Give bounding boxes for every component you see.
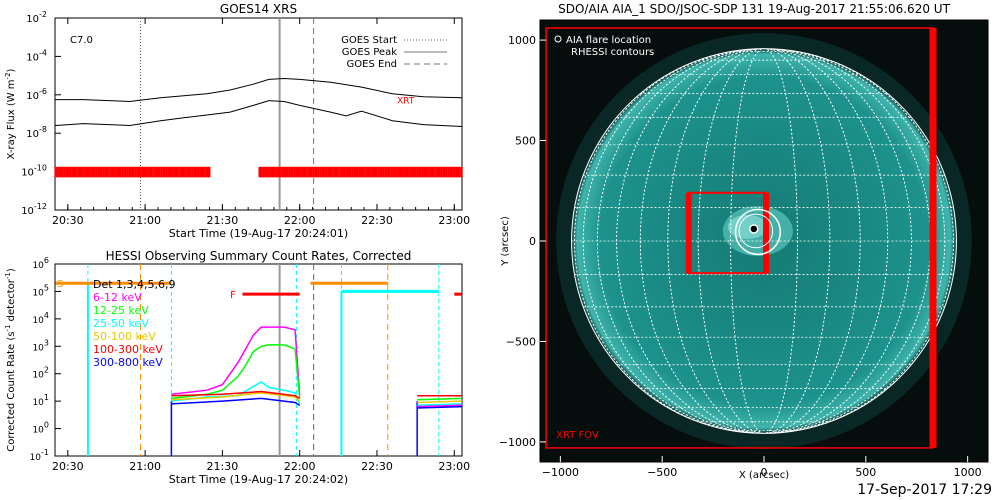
goes-xlabel: Start Time (19-Aug-17 20:24:01) (169, 227, 348, 240)
hessi-legend-label: 6-12 keV (93, 291, 142, 304)
goes-ytick-label: 10-8 (26, 125, 47, 140)
hessi-title: HESSI Observing Summary Count Rates, Cor… (106, 250, 412, 263)
aia-xtick-label: −1000 (542, 466, 579, 479)
goes-xtick-label: 22:30 (361, 214, 393, 227)
hessi-series-1 (171, 344, 301, 400)
hessi-count-rate-plot: HESSI Observing Summary Count Rates, Cor… (4, 250, 470, 486)
hessi-xlabel: Start Time (19-Aug-17 20:24:02) (169, 473, 348, 486)
hessi-ytick-label: 101 (32, 393, 49, 408)
hessi-xtick-label: 21:30 (207, 460, 239, 473)
timestamp: 17-Sep-2017 17:29 (857, 482, 992, 498)
hessi-legend-label: 25-50 keV (93, 317, 149, 330)
aia-sun-image-plot: SDO/AIA AIA_1 SDO/JSOC-SDP 131 19-Aug-20… (500, 2, 989, 480)
hessi-xtick-label: 22:30 (361, 460, 393, 473)
aia-ytick-label: 1000 (508, 34, 536, 47)
aia-flare-legend: AIA flare location (566, 35, 651, 46)
aia-active-region (727, 214, 768, 239)
aia-longitude-line (730, 48, 798, 434)
aia-ytick-label: 500 (515, 135, 536, 148)
hessi-axes-frame (54, 263, 463, 457)
goes-ytick-label: 10-2 (26, 10, 47, 25)
hessi-legend-label: Det 1,3,4,5,6,9 (93, 278, 176, 291)
aia-xlabel: X (arcsec) (739, 470, 789, 480)
hessi-series-4 (171, 390, 301, 400)
goes-ytick-label: 10-12 (21, 202, 47, 217)
hessi-xtick-label: 20:30 (52, 460, 84, 473)
aia-ytick-label: −1000 (500, 436, 536, 449)
goes-ytick-label: 10-10 (21, 164, 47, 179)
goes-class-label: C7.0 (70, 35, 93, 46)
hessi-late-series-1 (417, 397, 463, 401)
hessi-late-series-4 (417, 404, 463, 408)
hessi-ytick-label: 104 (32, 311, 49, 326)
aia-xtick-label: −500 (647, 466, 677, 479)
aia-longitude-line (582, 48, 946, 434)
hessi-xtick-label: 21:00 (129, 460, 161, 473)
hessi-legend-label: 300-800 keV (93, 356, 163, 369)
goes-ylabel: X-ray Flux (W m-2) (4, 68, 17, 159)
goes-legend-label: GOES Peak (342, 47, 397, 58)
hessi-ytick-label: 100 (32, 421, 49, 436)
aia-flare-marker (749, 224, 759, 234)
aia-ytick-label: 0 (529, 235, 536, 248)
hessi-ylabel: Corrected Count Rate (s-1 detector-1) (4, 268, 17, 452)
goes-axes-frame (54, 17, 463, 211)
hessi-late-series-5 (417, 405, 463, 409)
hessi-ytick-label: 102 (32, 366, 49, 381)
hessi-xtick-label: 23:00 (438, 460, 470, 473)
hessi-legend-label: 50-100 keV (93, 330, 156, 343)
goes-xtick-label: 22:00 (284, 214, 316, 227)
hessi-ytick-label: 106 (32, 256, 49, 271)
aia-xtick-label: 0 (761, 466, 768, 479)
goes-xtick-label: 20:30 (52, 214, 84, 227)
hessi-ytick-label: 105 (32, 283, 49, 298)
aia-flare-circle (734, 208, 782, 256)
aia-xtick-label: 1000 (954, 466, 982, 479)
goes-xrt-interval-0 (54, 166, 211, 178)
aia-ylabel: Y (arcsec) (500, 216, 511, 267)
aia-longitude-line (697, 48, 831, 434)
aia-longitude-line (667, 48, 861, 434)
goes-ytick-label: 10-4 (26, 48, 47, 63)
hessi-late-series-2 (417, 400, 463, 404)
hessi-series-3 (171, 392, 301, 402)
goes-xrs-plot: GOES14 XRS 20:30 21:00 21:30 22:00 22:30 23:00… (4, 2, 470, 240)
aia-ytick-label: −500 (506, 335, 536, 348)
hessi-legend-label: 100-300 keV (93, 343, 163, 356)
hessi-xtick-label: 22:00 (284, 460, 316, 473)
goes-xtick-label: 23:00 (438, 214, 470, 227)
aia-xtick-label: 500 (855, 466, 876, 479)
aia-longitude-line (616, 48, 912, 434)
hessi-flag-f: F (230, 290, 236, 301)
aia-flare-circle-inner (738, 213, 774, 249)
goes-legend-label: GOES Start (341, 35, 397, 46)
hessi-series-5 (171, 397, 301, 406)
goes-legend-label: GOES End (347, 59, 397, 70)
hessi-legend-label: 12-25 keV (93, 304, 149, 317)
aia-legend-circle (554, 35, 562, 43)
goes-ytick-label: 10-6 (26, 87, 47, 102)
hessi-ytick-label: 10-1 (30, 448, 49, 463)
hessi-series-2 (171, 381, 301, 405)
goes-title: GOES14 XRS (220, 2, 297, 16)
aia-xrt-fov-label: XRT FOV (556, 430, 599, 441)
hessi-flag-s: S (57, 279, 63, 290)
hessi-late-series-3 (417, 403, 463, 407)
aia-title: SDO/AIA AIA_1 SDO/JSOC-SDP 131 19-Aug-20… (558, 2, 950, 16)
goes-xtick-label: 21:30 (207, 214, 239, 227)
aia-limb (571, 48, 957, 434)
goes-xrt-label: XRT (397, 97, 415, 107)
hessi-series-0 (171, 326, 301, 396)
goes-xrt-interval-1 (258, 166, 463, 178)
aia-longitude-line (574, 48, 954, 434)
aia-rhessi-legend: RHESSI contours (571, 47, 654, 58)
goes-series-0 (55, 77, 463, 103)
aia-longitude-line (639, 48, 889, 434)
goes-xtick-label: 21:00 (129, 214, 161, 227)
goes-series-1 (55, 100, 463, 127)
hessi-ytick-label: 103 (32, 338, 49, 353)
